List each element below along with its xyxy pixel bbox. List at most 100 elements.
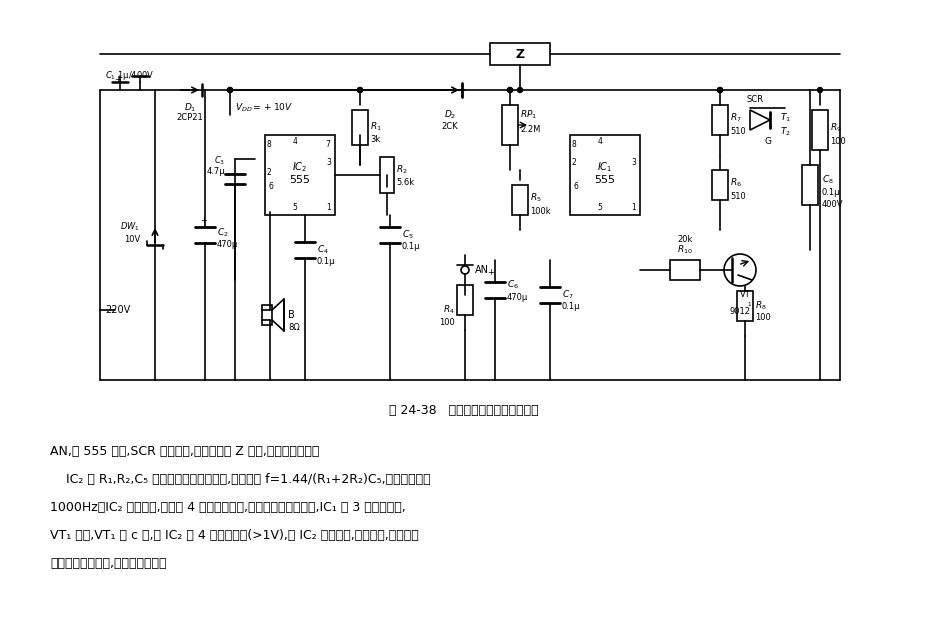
Text: 555: 555 <box>594 175 615 185</box>
Text: 5: 5 <box>597 203 602 212</box>
Text: 图 24-38   电镀定时自动停机报讯电路: 图 24-38 电镀定时自动停机报讯电路 <box>388 403 539 416</box>
Text: $R_8$: $R_8$ <box>755 300 766 312</box>
Text: 者这批镀件已镀好,可镀下一批了。: 者这批镀件已镀好,可镀下一批了。 <box>50 557 166 570</box>
Text: G: G <box>764 138 771 147</box>
Text: $C_6$: $C_6$ <box>506 279 518 291</box>
Text: +: + <box>200 216 207 225</box>
Text: 100: 100 <box>755 313 770 322</box>
Bar <box>801 165 817 205</box>
Text: 100: 100 <box>438 319 454 327</box>
Bar <box>669 260 699 280</box>
Text: 470μ: 470μ <box>506 293 527 303</box>
Text: VT₁ 导通,VT₁ 的 c 极,即 IC₂ 的 4 脚呈高电平(>1V),则 IC₂ 开始振荡,发出音响,提请操作: VT₁ 导通,VT₁ 的 c 极,即 IC₂ 的 4 脚呈高电平(>1V),则 … <box>50 529 418 542</box>
Text: 0.1μ: 0.1μ <box>821 188 840 197</box>
Text: 4: 4 <box>597 137 602 146</box>
Text: $C_4$: $C_4$ <box>317 244 328 256</box>
Text: Z: Z <box>514 47 524 61</box>
Text: AN,则 555 置位,SCR 触发导通,主机接触器 Z 得电,电镀计时开始。: AN,则 555 置位,SCR 触发导通,主机接触器 Z 得电,电镀计时开始。 <box>50 445 319 458</box>
Circle shape <box>817 87 821 92</box>
Text: 8Ω: 8Ω <box>287 324 299 332</box>
Text: $IC_1$: $IC_1$ <box>597 160 612 174</box>
Text: 1: 1 <box>630 203 635 212</box>
Text: VT: VT <box>739 291 750 300</box>
Text: 20k: 20k <box>677 235 692 244</box>
Text: 3: 3 <box>630 159 635 167</box>
Text: 5: 5 <box>292 203 298 212</box>
Text: 8: 8 <box>571 140 576 149</box>
Bar <box>351 110 368 145</box>
Circle shape <box>357 87 362 92</box>
Text: $RP_1$: $RP_1$ <box>519 109 537 121</box>
Circle shape <box>507 87 512 92</box>
Text: $R_7$: $R_7$ <box>730 112 741 125</box>
Text: 4: 4 <box>292 137 298 146</box>
Text: 4.7μ: 4.7μ <box>206 167 224 176</box>
Text: 9012: 9012 <box>729 308 750 317</box>
Text: 400V: 400V <box>821 200 843 209</box>
Bar <box>261 305 272 325</box>
Text: $C_1$ 1μ/400V: $C_1$ 1μ/400V <box>105 68 155 82</box>
Text: $T_2$: $T_2$ <box>780 126 790 138</box>
Text: 510: 510 <box>730 128 745 137</box>
Text: +: + <box>487 268 493 277</box>
Text: $R_6$: $R_6$ <box>730 177 742 189</box>
Text: 10V: 10V <box>123 236 140 245</box>
Text: 0.1μ: 0.1μ <box>317 257 336 267</box>
Bar <box>569 135 640 215</box>
Text: 220V: 220V <box>105 305 130 315</box>
Bar <box>711 170 727 200</box>
Circle shape <box>717 87 722 92</box>
Bar <box>811 110 827 150</box>
Text: 470μ: 470μ <box>217 241 238 250</box>
Text: 3k: 3k <box>370 135 380 145</box>
Text: $C_7$: $C_7$ <box>562 289 573 301</box>
Text: 1000Hz。IC₂ 振荡与否,取决于 4 脚的控制电平,当预置定时时间一到,IC₁ 的 3 脚呈低电平,: 1000Hz。IC₂ 振荡与否,取决于 4 脚的控制电平,当预置定时时间一到,I… <box>50 501 405 514</box>
Text: $T_1$: $T_1$ <box>780 112 790 125</box>
Circle shape <box>357 87 362 92</box>
Bar <box>379 157 394 193</box>
Circle shape <box>517 87 522 92</box>
Text: 2CP21: 2CP21 <box>176 114 203 123</box>
Circle shape <box>507 87 512 92</box>
Text: 0.1μ: 0.1μ <box>562 303 580 312</box>
Text: 3: 3 <box>325 159 331 167</box>
Text: AN: AN <box>475 265 489 275</box>
Text: $C_3$: $C_3$ <box>213 155 224 167</box>
Bar <box>502 105 517 145</box>
Text: 2.2M: 2.2M <box>519 126 540 135</box>
Text: $C_5$: $C_5$ <box>401 229 413 241</box>
Text: $V_{DD}=+10V$: $V_{DD}=+10V$ <box>235 102 293 114</box>
Text: $C_8$: $C_8$ <box>821 174 832 186</box>
Text: 100: 100 <box>829 138 844 147</box>
Text: 6: 6 <box>269 183 273 191</box>
Text: 510: 510 <box>730 193 745 202</box>
Text: 8: 8 <box>267 140 272 149</box>
Circle shape <box>227 87 233 92</box>
Bar <box>711 105 727 135</box>
Text: 1: 1 <box>326 203 331 212</box>
Text: $R_1$: $R_1$ <box>370 121 381 133</box>
Text: $R_9$: $R_9$ <box>829 122 841 134</box>
Text: 2: 2 <box>571 159 576 167</box>
Text: $R_5$: $R_5$ <box>529 191 541 204</box>
Circle shape <box>227 87 233 92</box>
Text: $R_4$: $R_4$ <box>442 304 454 316</box>
Bar <box>456 285 473 315</box>
Text: $D_2$: $D_2$ <box>443 109 456 121</box>
Text: $_1$: $_1$ <box>746 300 752 310</box>
Bar <box>512 185 527 215</box>
Bar <box>265 135 335 215</box>
Text: 555: 555 <box>289 175 311 185</box>
Text: 100k: 100k <box>529 207 550 217</box>
Text: SCR: SCR <box>745 95 763 104</box>
Text: +: + <box>114 75 121 83</box>
Text: 6: 6 <box>574 183 578 191</box>
Text: $C_2$: $C_2$ <box>217 227 228 240</box>
Text: $R_{10}$: $R_{10}$ <box>677 243 692 256</box>
Text: $DW_1$: $DW_1$ <box>120 221 140 233</box>
Text: 2CK: 2CK <box>441 123 458 131</box>
Text: $IC_2$: $IC_2$ <box>292 160 307 174</box>
Circle shape <box>717 87 722 92</box>
Text: 2: 2 <box>267 169 272 178</box>
Text: $D_1$: $D_1$ <box>184 102 196 114</box>
